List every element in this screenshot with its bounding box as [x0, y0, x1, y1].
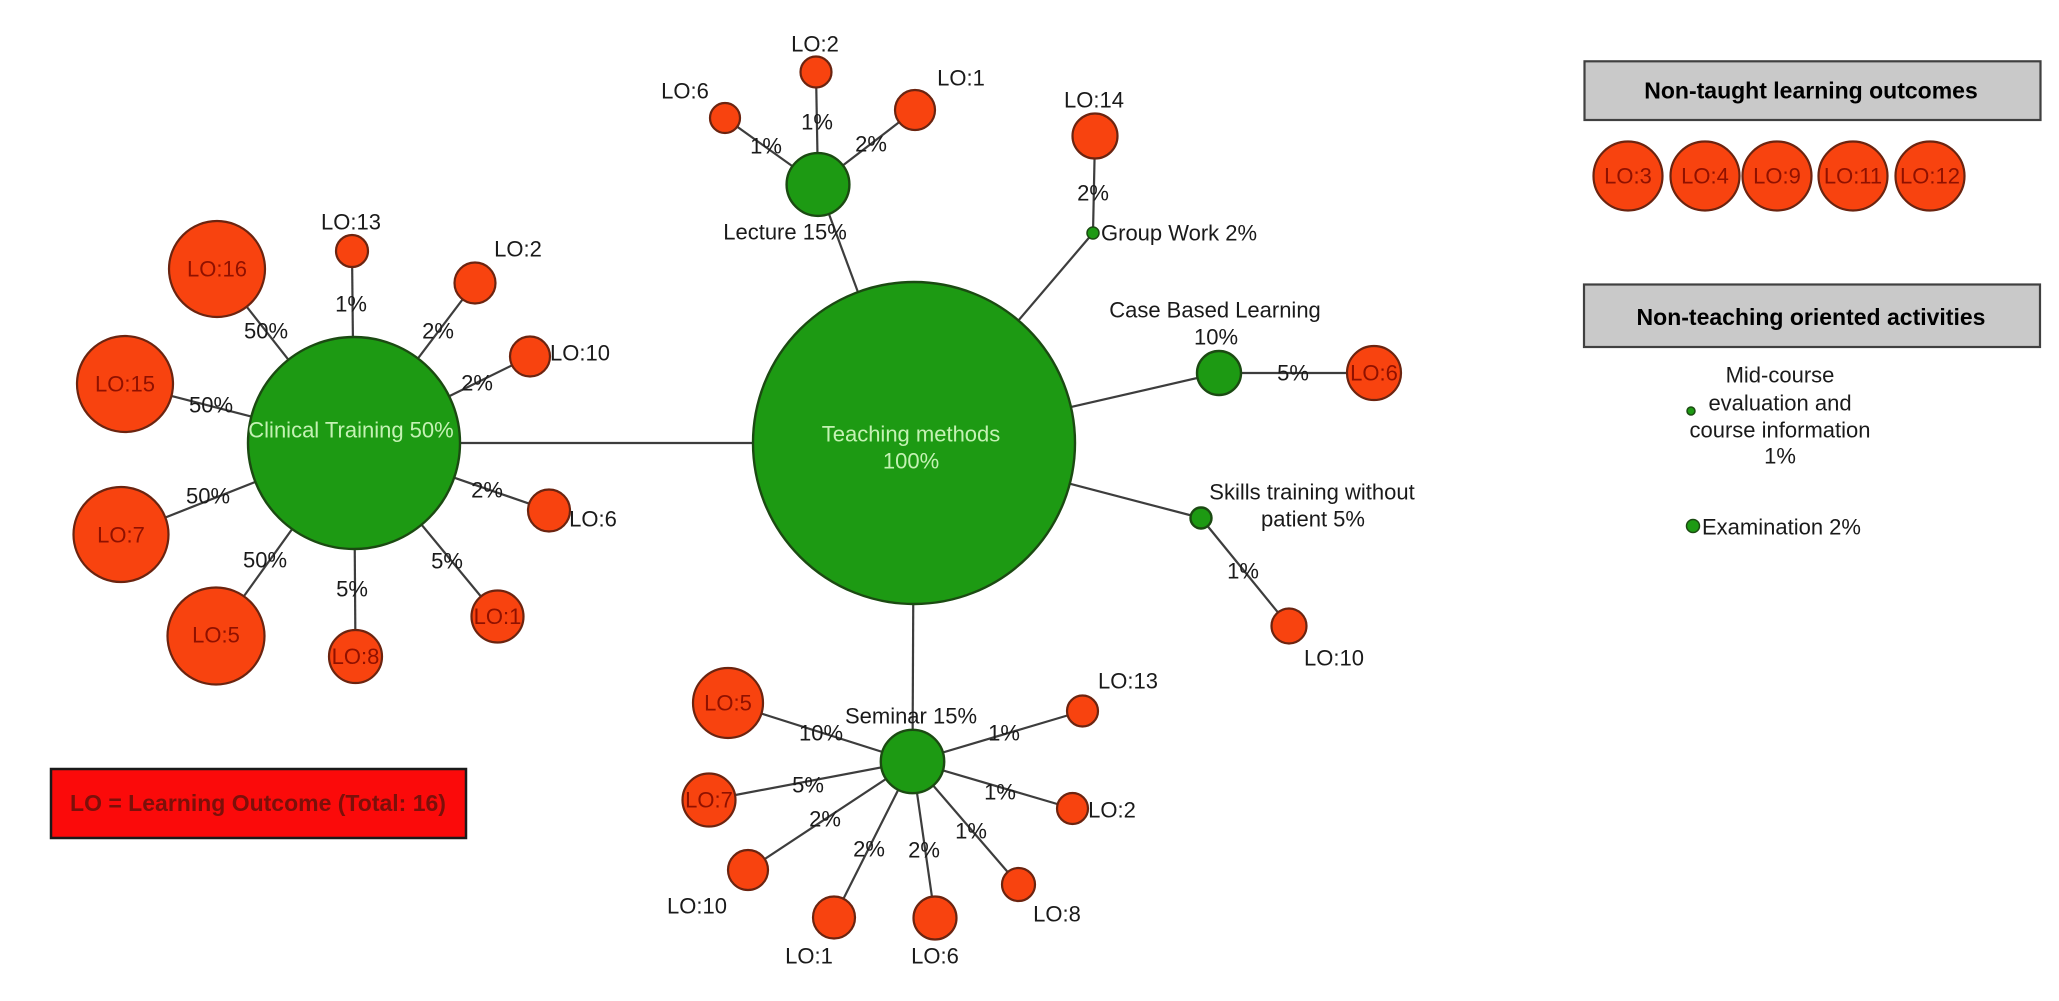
svg-text:5%: 5%	[431, 549, 463, 574]
svg-text:5%: 5%	[336, 577, 368, 602]
svg-text:50%: 50%	[186, 484, 230, 509]
svg-text:LO:2: LO:2	[791, 32, 839, 57]
svg-text:LO:4: LO:4	[1681, 164, 1729, 189]
svg-text:Non-taught learning outcomes: Non-taught learning outcomes	[1644, 78, 1978, 104]
svg-text:Teaching methods: Teaching methods	[822, 422, 1001, 447]
svg-text:LO:1: LO:1	[474, 604, 522, 629]
svg-text:LO:10: LO:10	[550, 341, 610, 366]
svg-text:1%: 1%	[988, 721, 1020, 746]
svg-text:course information: course information	[1690, 418, 1871, 443]
svg-text:Case Based Learning: Case Based Learning	[1109, 298, 1321, 323]
svg-text:evaluation and: evaluation and	[1708, 391, 1851, 416]
svg-text:LO:1: LO:1	[785, 944, 833, 969]
svg-text:2%: 2%	[461, 371, 493, 396]
svg-text:patient 5%: patient 5%	[1261, 507, 1365, 532]
svg-text:LO:13: LO:13	[1098, 669, 1158, 694]
svg-text:Non-teaching oriented activiti: Non-teaching oriented activities	[1637, 304, 1986, 330]
svg-text:LO:5: LO:5	[192, 623, 240, 648]
svg-text:5%: 5%	[792, 773, 824, 798]
svg-text:LO:7: LO:7	[97, 523, 145, 548]
svg-text:LO:1: LO:1	[937, 66, 985, 91]
svg-text:LO:6: LO:6	[661, 79, 709, 104]
svg-text:LO:6: LO:6	[1350, 361, 1398, 386]
svg-text:100%: 100%	[883, 449, 939, 474]
svg-text:LO:6: LO:6	[911, 944, 959, 969]
svg-text:Skills training without: Skills training without	[1209, 480, 1414, 505]
svg-text:LO:10: LO:10	[667, 894, 727, 919]
svg-text:LO:8: LO:8	[1033, 902, 1081, 927]
svg-text:2%: 2%	[855, 132, 887, 157]
svg-text:1%: 1%	[984, 780, 1016, 805]
svg-text:2%: 2%	[809, 807, 841, 832]
svg-text:LO:12: LO:12	[1900, 164, 1960, 189]
svg-text:1%: 1%	[1227, 559, 1259, 584]
svg-text:Seminar 15%: Seminar 15%	[845, 704, 977, 729]
svg-text:2%: 2%	[1077, 181, 1109, 206]
svg-text:10%: 10%	[1194, 325, 1238, 350]
svg-text:LO:6: LO:6	[569, 507, 617, 532]
svg-text:LO:7: LO:7	[685, 788, 733, 813]
svg-text:Mid-course: Mid-course	[1726, 363, 1835, 388]
svg-text:Group Work 2%: Group Work 2%	[1101, 221, 1257, 246]
svg-text:1%: 1%	[801, 110, 833, 135]
svg-text:2%: 2%	[853, 837, 885, 862]
svg-text:2%: 2%	[471, 478, 503, 503]
svg-text:LO:8: LO:8	[332, 644, 380, 669]
svg-text:Examination 2%: Examination 2%	[1702, 515, 1861, 540]
svg-text:LO:9: LO:9	[1753, 164, 1801, 189]
svg-text:Clinical Training 50%: Clinical Training 50%	[248, 418, 453, 443]
svg-text:LO:10: LO:10	[1304, 646, 1364, 671]
svg-text:1%: 1%	[750, 134, 782, 159]
svg-text:Lecture 15%: Lecture 15%	[723, 220, 847, 245]
svg-text:1%: 1%	[1764, 444, 1796, 469]
svg-text:LO:14: LO:14	[1064, 88, 1124, 113]
svg-text:LO:13: LO:13	[321, 210, 381, 235]
svg-text:LO:16: LO:16	[187, 257, 247, 282]
svg-text:5%: 5%	[1277, 361, 1309, 386]
svg-text:LO:11: LO:11	[1824, 164, 1882, 189]
svg-text:50%: 50%	[244, 319, 288, 344]
svg-text:1%: 1%	[335, 292, 367, 317]
svg-text:2%: 2%	[908, 838, 940, 863]
svg-text:1%: 1%	[955, 819, 987, 844]
svg-text:2%: 2%	[422, 319, 454, 344]
svg-text:LO:2: LO:2	[1088, 798, 1136, 823]
svg-text:50%: 50%	[243, 548, 287, 573]
svg-text:LO:2: LO:2	[494, 237, 542, 262]
svg-text:10%: 10%	[799, 721, 843, 746]
svg-text:LO:15: LO:15	[95, 372, 155, 397]
svg-text:LO:5: LO:5	[704, 691, 752, 716]
svg-text:LO:3: LO:3	[1604, 164, 1652, 189]
svg-text:LO = Learning Outcome (Total:: LO = Learning Outcome (Total: 16)	[70, 790, 446, 816]
svg-text:50%: 50%	[189, 393, 233, 418]
